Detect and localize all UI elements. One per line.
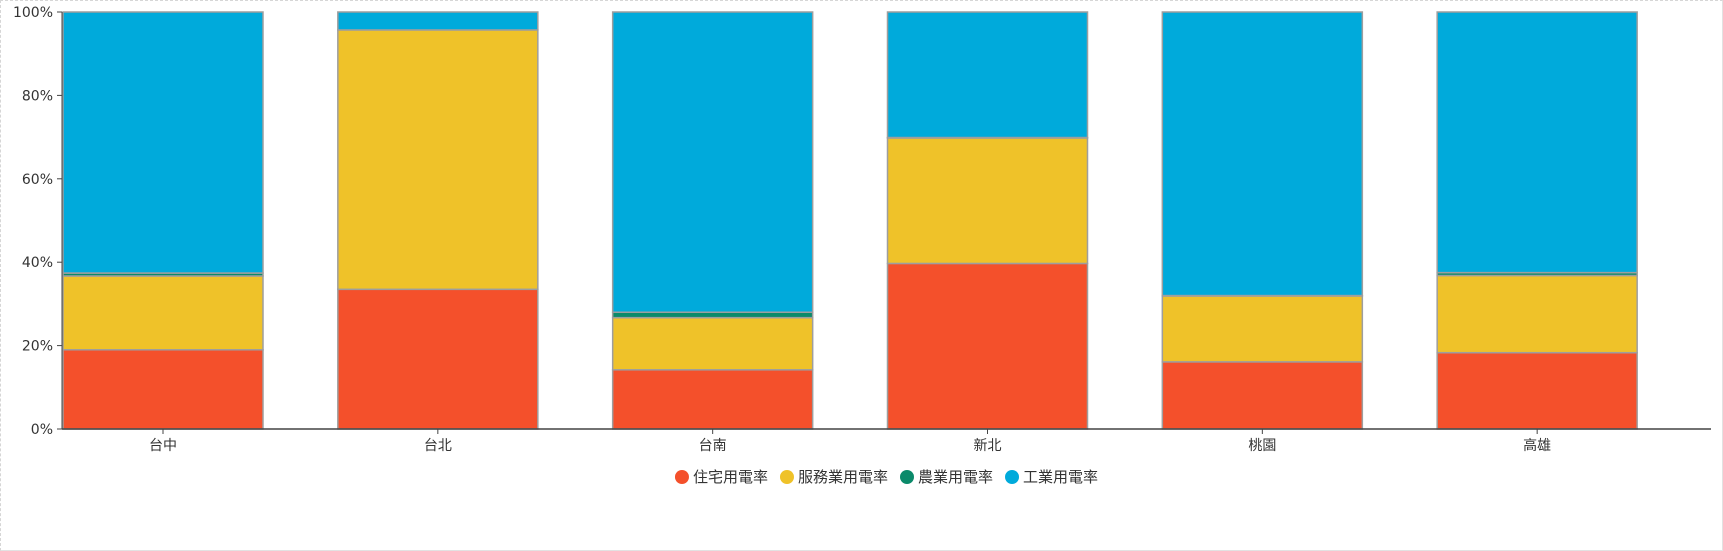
y-tick-label: 60% (22, 172, 53, 188)
bar-6-series-1[interactable] (1437, 353, 1637, 429)
legend-item-2[interactable]: 服務業用電率 (780, 468, 888, 486)
x-tick-label: 桃園 (1248, 438, 1276, 454)
bar-3-series-2[interactable] (613, 318, 813, 370)
y-axis: 0% 20% 40% 60% 80% 100% (13, 5, 62, 438)
legend-swatch (1005, 470, 1019, 484)
y-tick-label: 40% (22, 255, 53, 271)
bar-4-series-4[interactable] (888, 12, 1088, 138)
bar-2-series-1[interactable] (338, 289, 538, 429)
legend-label: 服務業用電率 (798, 468, 888, 486)
bar-2-series-2[interactable] (338, 30, 538, 289)
y-tick-label: 20% (22, 339, 53, 355)
legend-label: 農業用電率 (918, 468, 993, 486)
y-tick-label: 80% (22, 88, 53, 104)
legend-label: 工業用電率 (1023, 468, 1098, 486)
x-tick-label: 高雄 (1523, 437, 1551, 454)
bar-2-series-4[interactable] (338, 12, 538, 30)
bar-4-series-2[interactable] (888, 138, 1088, 264)
legend-swatch (900, 470, 914, 484)
x-tick-label: 台南 (699, 438, 727, 454)
bar-5-series-1[interactable] (1162, 362, 1362, 429)
x-tick-label: 台中 (149, 438, 177, 454)
x-tick-label: 新北 (974, 438, 1002, 454)
x-axis: 台中 台北 台南 新北 桃園 高雄 (62, 429, 1711, 454)
bar-1-series-1[interactable] (63, 350, 263, 429)
bar-1-series-4[interactable] (63, 12, 263, 273)
bars-group (63, 12, 1637, 429)
bar-3-series-1[interactable] (613, 370, 813, 429)
bar-6-series-4[interactable] (1437, 12, 1637, 273)
y-tick-label: 100% (13, 5, 53, 21)
bar-5-series-2[interactable] (1162, 296, 1362, 362)
legend: 住宅用電率 服務業用電率 農業用電率 工業用電率 (675, 468, 1098, 486)
legend-swatch (675, 470, 689, 484)
legend-item-3[interactable]: 農業用電率 (900, 468, 993, 486)
bar-5-series-4[interactable] (1162, 12, 1362, 296)
bar-3-series-4[interactable] (613, 12, 813, 312)
bar-1-series-2[interactable] (63, 276, 263, 350)
bar-3-series-3[interactable] (613, 312, 813, 317)
x-tick-label: 台北 (424, 438, 452, 454)
legend-item-1[interactable]: 住宅用電率 (675, 468, 768, 486)
legend-item-4[interactable]: 工業用電率 (1005, 468, 1098, 486)
legend-swatch (780, 470, 794, 484)
y-tick-label: 0% (31, 422, 53, 438)
bar-4-series-1[interactable] (888, 263, 1088, 429)
legend-label: 住宅用電率 (693, 468, 768, 486)
bar-6-series-2[interactable] (1437, 276, 1637, 353)
